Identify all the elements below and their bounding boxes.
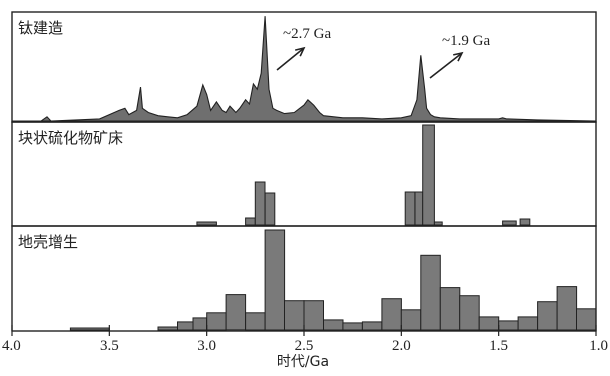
x-tick-label: 1.0 — [589, 338, 608, 354]
histogram-bar — [177, 321, 194, 331]
histogram-bar — [414, 191, 424, 226]
x-axis-title: 时代/Ga — [277, 354, 329, 370]
histogram-bar — [245, 217, 256, 226]
histogram-bar — [264, 229, 286, 331]
histogram-bar — [342, 322, 363, 331]
histogram-bar — [422, 124, 435, 226]
panel-2: 块状硫化物矿床 — [11, 121, 597, 227]
x-tick-label: 2.5 — [295, 338, 314, 354]
panel-3: 地壳增生 — [11, 225, 597, 332]
histogram-bar — [517, 316, 539, 331]
x-tick-label: 2.0 — [392, 338, 411, 354]
histogram-bar — [284, 300, 305, 331]
histogram-bar — [404, 191, 416, 226]
histogram-bar — [245, 312, 266, 331]
histogram-bar — [459, 295, 480, 331]
x-tick-label: 4.0 — [2, 338, 21, 354]
histogram-bar — [537, 301, 558, 331]
histogram-bar — [381, 298, 402, 331]
annotation-arrow — [429, 52, 463, 79]
x-tick-label: 3.5 — [100, 338, 119, 354]
panel-label: 地壳增生 — [18, 233, 78, 251]
arrow-head — [295, 46, 306, 57]
histogram-bar — [192, 317, 208, 331]
panel-1: 钛建造 ~2.7 Ga ~1.9 Ga — [11, 11, 597, 123]
histogram-bar — [225, 294, 247, 331]
histogram-bar — [478, 316, 500, 331]
histogram-bar — [323, 319, 344, 331]
histogram-bar — [576, 308, 597, 331]
detrital-zircon-age-curve — [12, 16, 597, 122]
age-annotation: ~1.9 Ga — [442, 33, 490, 49]
annotation-arrow — [276, 47, 305, 71]
age-annotation: ~2.7 Ga — [283, 26, 331, 42]
x-axis: 4.0 3.5 3.0 2.5 2.0 1.5 1.0 — [2, 325, 608, 354]
panel-label: 块状硫化物矿床 — [18, 129, 123, 147]
histogram-bar — [254, 181, 266, 226]
histogram-bar — [264, 192, 276, 226]
histogram-bar — [502, 220, 517, 226]
histogram-bar — [433, 221, 443, 226]
histogram-bar — [303, 300, 324, 331]
histogram-bar — [361, 321, 383, 331]
panel-label: 钛建造 — [18, 19, 63, 37]
arrow-head — [453, 51, 464, 62]
histogram-bar — [519, 218, 531, 226]
histogram-bar — [69, 327, 110, 331]
histogram-bar — [556, 286, 578, 331]
histogram-bar — [498, 320, 519, 331]
histogram-bar — [157, 326, 178, 331]
histogram-bar — [439, 287, 461, 331]
x-tick-label: 3.0 — [197, 338, 216, 354]
histogram-bar — [206, 312, 227, 331]
x-tick-label: 1.5 — [489, 338, 508, 354]
histogram-bar — [400, 309, 422, 331]
histogram-bar — [420, 254, 441, 331]
histogram-bar — [196, 221, 217, 226]
